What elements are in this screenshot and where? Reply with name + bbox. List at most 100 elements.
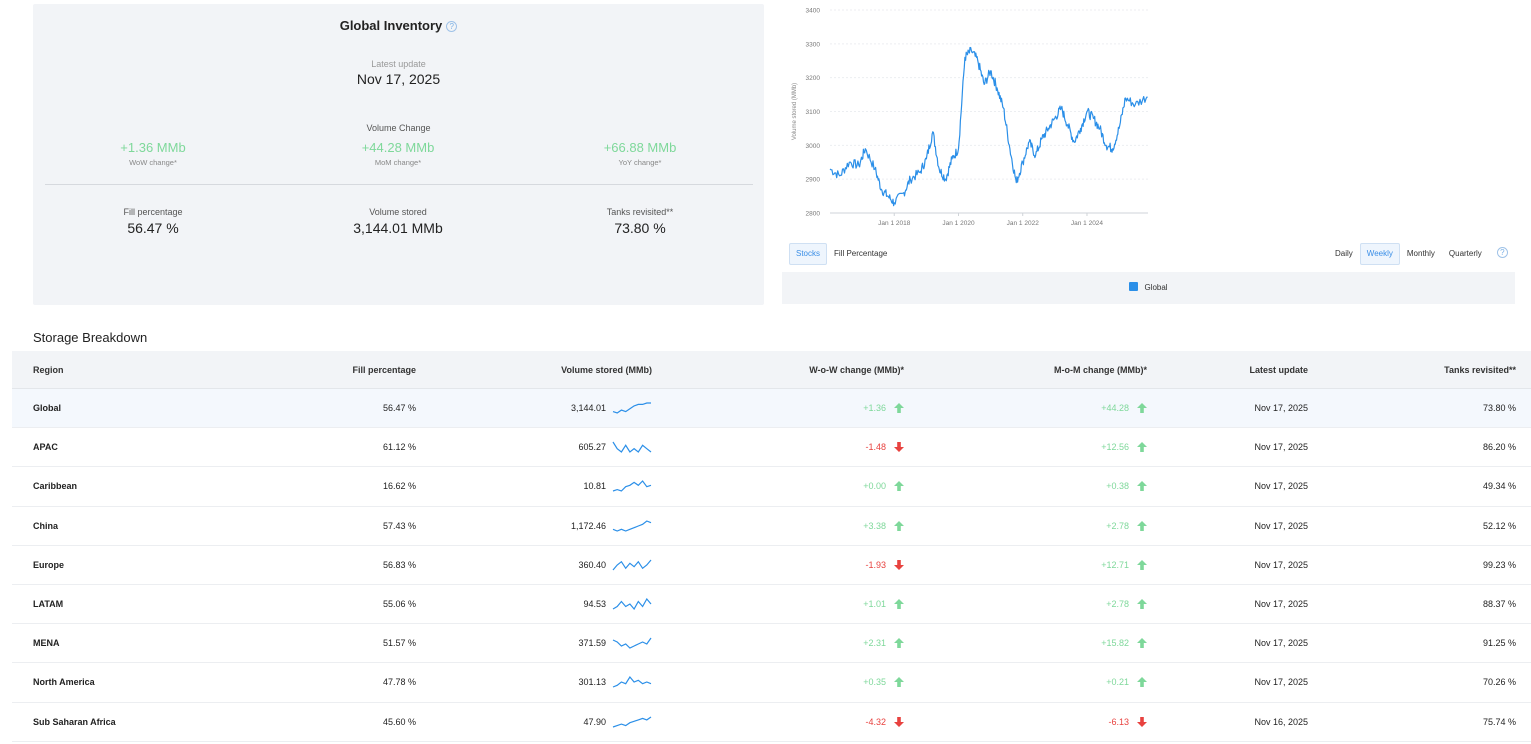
cell-wow-change: -1.48 [752,428,904,466]
volume-stored-label: Volume stored [369,207,427,217]
sparkline-path [612,716,652,728]
mom-value: +12.71 [1101,559,1129,570]
tanks-revisited-label: Tanks revisited** [606,207,674,217]
volume-value: 605.27 [578,442,606,453]
cell-tanks-revisited: 88.37 % [1482,599,1516,610]
wow-change-value: +1.36 MMb [120,140,186,155]
cell-latest-update: Nov 17, 2025 [1254,403,1308,414]
help-icon[interactable]: ? [446,21,458,32]
col-volume-stored[interactable]: Volume stored (MMb) [561,364,652,375]
arrow-up-icon [894,599,904,610]
period-help-icon[interactable]: ? [1496,247,1508,258]
cell-tanks-revisited: 73.80 % [1482,403,1516,414]
cell-region: Europe [33,559,65,570]
inventory-title-text: Global Inventory [339,18,443,33]
volume-value: 301.13 [578,677,606,688]
cell-volume-stored: 301.13 [492,663,652,701]
cell-fill-percentage: 47.78 % [382,677,416,688]
table-row[interactable]: Europe 56.83 % 360.40 -1.93 +12.71 Nov 17, 20… [12,546,1531,585]
table-row[interactable]: MENA 51.57 % 371.59 +2.31 +15.82 Nov 17, 2025… [12,624,1531,664]
tab-fill-percentage[interactable]: Fill Percentage [834,249,888,258]
cell-tanks-revisited: 99.23 % [1482,559,1516,570]
cell-mom-change: +0.38 [1002,467,1147,505]
col-mom-change[interactable]: M-o-M change (MMb)* [1054,364,1147,375]
y-tick-label: 3200 [806,75,821,82]
cell-volume-stored: 1,172.46 [492,507,652,545]
legend-item-global[interactable]: Global [1129,282,1168,292]
tab-daily[interactable]: Daily [1335,249,1353,258]
cell-volume-stored: 94.53 [492,585,652,623]
cell-region: LATAM [33,599,64,610]
cell-mom-change: +2.78 [1002,585,1147,623]
wow-value: -1.48 [865,442,886,453]
tab-monthly[interactable]: Monthly [1406,249,1435,258]
table-row[interactable]: Sub Saharan Africa 45.60 % 47.90 -4.32 -6.13… [12,703,1531,742]
arrow-down-icon [894,716,904,727]
y-tick-label: 2800 [806,211,821,218]
y-axis-label: Volume stored (MMb) [792,83,798,140]
cell-wow-change: +3.38 [752,507,904,545]
volume-line-chart[interactable]: 3400 3300 3200 3100 3000 2900 2800 Jan 1 2018 Ja… [782,0,1162,235]
volume-change-label: Volume Change [366,123,431,133]
mom-value: +44.28 [1101,403,1129,414]
arrow-up-icon [1137,481,1147,492]
sparkline [612,441,652,454]
yoy-change: +66.88 MMb YoY change* [530,140,750,167]
sparkline-path [612,676,652,688]
cell-latest-update: Nov 17, 2025 [1254,638,1308,649]
table-row[interactable]: China 57.43 % 1,172.46 +3.38 +2.78 Nov 17, 20… [12,507,1531,546]
col-latest-update[interactable]: Latest update [1249,364,1308,375]
x-tick-label: Jan 1 2018 [878,220,911,227]
y-tick-label: 3400 [806,8,821,15]
legend-swatch-icon [1129,282,1139,291]
tab-weekly[interactable]: Weekly [1359,243,1400,265]
volume-value: 371.59 [578,638,606,649]
arrow-up-icon [1137,442,1147,453]
arrow-up-icon [1137,638,1147,649]
cell-wow-change: -1.93 [752,546,904,584]
sparkline [612,480,652,493]
tab-stocks[interactable]: Stocks [789,243,828,265]
cell-tanks-revisited: 86.20 % [1482,442,1516,453]
y-tick-label: 2900 [806,177,821,184]
yoy-change-value: +66.88 MMb [603,140,677,155]
table-header: Region Fill percentage Volume stored (MM… [12,351,1531,389]
volume-stored-value: 3,144.01 MMb [353,220,443,236]
sparkline-path [612,402,651,414]
cell-tanks-revisited: 49.34 % [1482,481,1516,492]
col-wow-change[interactable]: W-o-W change (MMb)* [809,364,904,375]
y-tick-label: 3300 [806,41,821,48]
storage-breakdown-title: Storage Breakdown [33,330,148,345]
cell-mom-change: +15.82 [1002,624,1147,662]
cell-mom-change: +44.28 [1002,389,1147,427]
table-row[interactable]: APAC 61.12 % 605.27 -1.48 +12.56 Nov 17, 2025… [12,428,1531,468]
table-row[interactable]: LATAM 55.06 % 94.53 +1.01 +2.78 Nov 17, 2025 8… [12,585,1531,625]
col-fill-percentage[interactable]: Fill percentage [352,364,416,375]
cell-latest-update: Nov 17, 2025 [1254,599,1308,610]
sparkline [612,519,652,532]
fill-percentage-label: Fill percentage [123,207,183,217]
cell-volume-stored: 360.40 [492,546,652,584]
arrow-up-icon [1137,677,1147,688]
sparkline [612,402,651,414]
cell-wow-change: +1.01 [752,585,904,623]
col-tanks-revisited[interactable]: Tanks revisited** [1444,364,1516,375]
col-region[interactable]: Region [33,364,64,375]
cell-wow-change: -4.32 [752,703,904,741]
sparkline [612,716,652,728]
arrow-down-icon [894,442,904,453]
fill-percentage-value: 56.47 % [127,220,179,236]
cell-mom-change: +12.71 [1002,546,1147,584]
table-row[interactable]: Caribbean 16.62 % 10.81 +0.00 +0.38 Nov 17, 2… [12,467,1531,507]
cell-volume-stored: 47.90 [492,703,652,741]
tab-quarterly[interactable]: Quarterly [1448,249,1482,258]
table-row[interactable]: Global 56.47 % 3,144.01 +1.36 +44.28 Nov 17, … [12,389,1531,429]
mom-change: +44.28 MMb MoM change* [288,140,508,167]
volume-stored-stat: Volume stored 3,144.01 MMb [288,207,508,236]
legend-label: Global [1144,283,1168,292]
cell-volume-stored: 605.27 [492,428,652,466]
table-row[interactable]: North America 47.78 % 301.13 +0.35 +0.21 Nov … [12,663,1531,703]
mom-value: +2.78 [1106,520,1129,531]
y-tick-label: 3100 [806,109,821,116]
cell-wow-change: +2.31 [752,624,904,662]
